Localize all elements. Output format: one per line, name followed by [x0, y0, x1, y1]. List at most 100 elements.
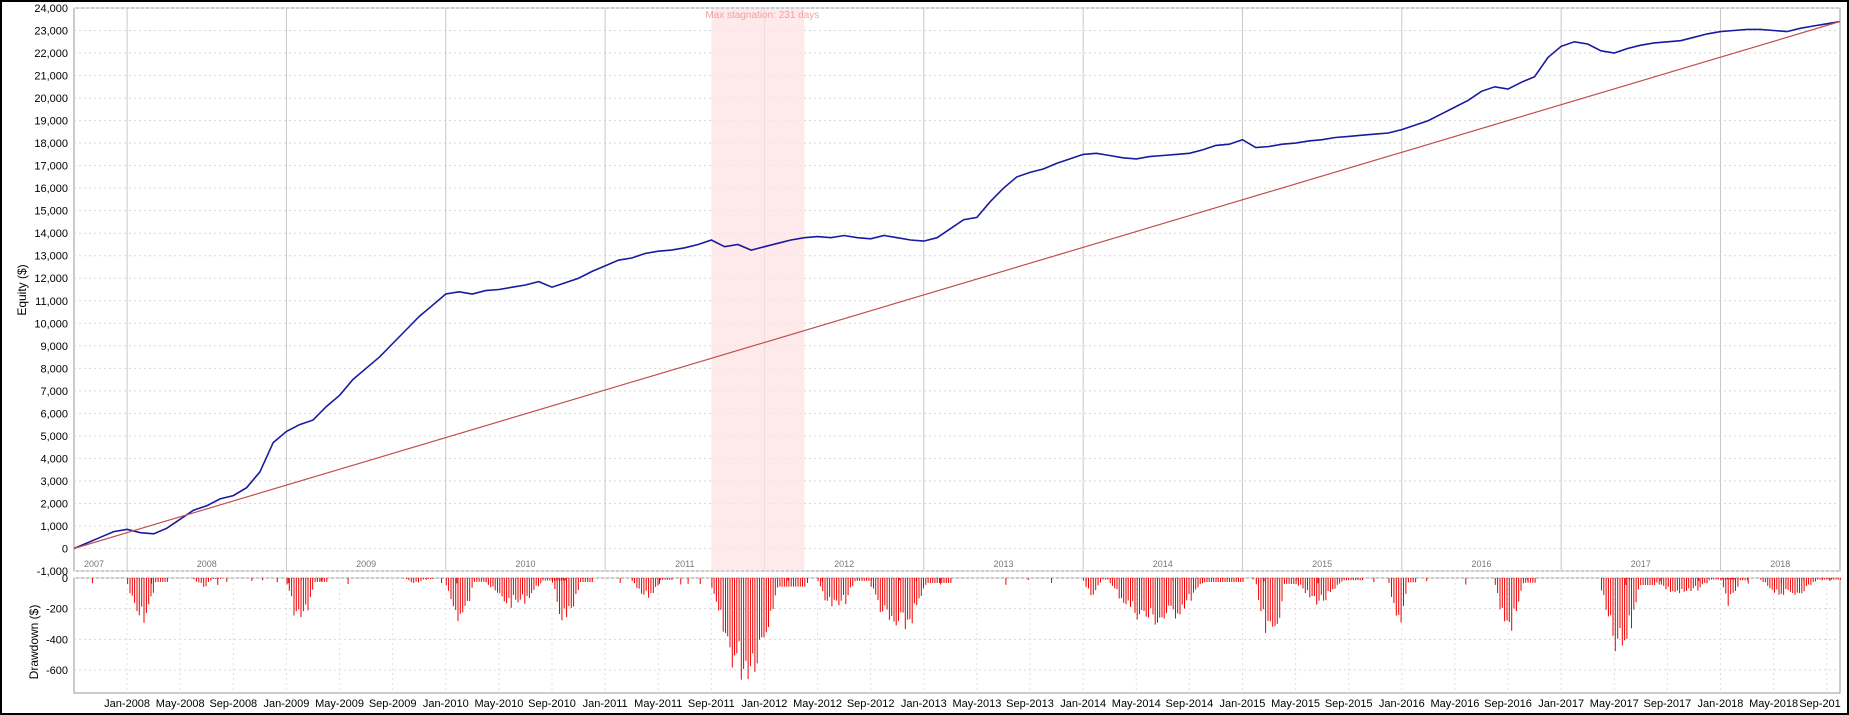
drawdown-bar [1527, 578, 1529, 581]
drawdown-bar [1300, 578, 1302, 585]
drawdown-bar [940, 578, 942, 585]
drawdown-bar [1610, 578, 1612, 616]
drawdown-bar [302, 578, 304, 612]
drawdown-bar [1649, 578, 1651, 586]
drawdown-bar [1776, 578, 1778, 590]
drawdown-bar [819, 578, 821, 587]
drawdown-bar [1297, 578, 1299, 581]
drawdown-bar [464, 578, 466, 606]
drawdown-bar [1290, 578, 1292, 584]
drawdown-bar [904, 578, 906, 630]
drawdown-bar [519, 578, 521, 600]
drawdown-bar [1415, 578, 1417, 583]
drawdown-bar [1665, 578, 1667, 590]
equity-y-tick-label: 4,000 [40, 453, 68, 465]
drawdown-bar [1311, 578, 1313, 596]
drawdown-bar [1283, 578, 1285, 584]
drawdown-bar [836, 578, 838, 601]
drawdown-y-ticks: 0 -200 -400 -600 [46, 573, 68, 677]
drawdown-bar [528, 578, 530, 599]
drawdown-bar [1683, 578, 1685, 592]
drawdown-bar [1286, 578, 1288, 584]
drawdown-bar [948, 578, 950, 583]
drawdown-bar [743, 578, 745, 669]
stagnation-band [711, 9, 805, 570]
drawdown-bar [535, 578, 537, 586]
drawdown-bar [1508, 578, 1510, 623]
drawdown-bar [888, 578, 890, 620]
equity-y-tick-label: 22,000 [34, 48, 68, 60]
drawdown-bar [1808, 578, 1810, 585]
drawdown-bar [127, 578, 129, 584]
drawdown-bar [1263, 578, 1265, 582]
drawdown-bar [415, 578, 417, 582]
drawdown-bar [164, 578, 166, 582]
drawdown-bar [1821, 578, 1823, 581]
month-label: May-2010 [474, 698, 523, 710]
drawdown-bar [522, 578, 523, 595]
drawdown-bar [1111, 578, 1113, 586]
drawdown-bar [1605, 578, 1607, 610]
drawdown-bar [1819, 578, 1821, 580]
drawdown-bar [413, 578, 415, 583]
month-label: Sep-2011 [688, 698, 735, 710]
drawdown-bar [736, 578, 738, 654]
year-label: 2008 [197, 559, 217, 569]
drawdown-bar [1733, 578, 1735, 580]
drawdown-bar [1276, 578, 1278, 624]
drawdown-bar [1783, 578, 1785, 595]
drawdown-bar [1674, 578, 1676, 592]
drawdown-bar [1699, 578, 1701, 588]
drawdown-bar [445, 578, 447, 586]
drawdown-bar [547, 578, 549, 581]
drawdown-bar [1732, 578, 1734, 593]
drawdown-bar [162, 578, 164, 582]
drawdown-bar [1525, 578, 1527, 583]
equity-y-tick-label: 0 [62, 543, 68, 555]
drawdown-bar [950, 578, 952, 583]
drawdown-bar [1318, 578, 1320, 601]
drawdown-bar [795, 578, 797, 587]
drawdown-bar [1656, 578, 1658, 583]
drawdown-bar [323, 578, 325, 582]
drawdown-bar [650, 578, 652, 594]
drawdown-bar [657, 578, 659, 586]
drawdown-bar [1281, 578, 1283, 602]
drawdown-bar [1252, 578, 1254, 580]
drawdown-bar [1534, 578, 1536, 583]
drawdown-bar [1405, 578, 1407, 594]
drawdown-bar [287, 578, 289, 584]
drawdown-bar [1130, 578, 1131, 607]
drawdown-bar [1407, 578, 1409, 583]
drawdown-bar [1725, 578, 1727, 594]
drawdown-bar [1742, 578, 1744, 581]
drawdown-bar [215, 578, 217, 579]
drawdown-bar [783, 578, 785, 587]
drawdown-bar [1398, 578, 1400, 615]
drawdown-bar [659, 578, 661, 580]
drawdown-bar [1125, 578, 1127, 605]
drawdown-bar [838, 578, 840, 606]
equity-y-tick-label: 20,000 [34, 93, 68, 105]
drawdown-bar [1132, 578, 1134, 602]
drawdown-bar [1810, 578, 1812, 585]
drawdown-bar [298, 578, 300, 610]
drawdown-bar [1688, 578, 1690, 589]
drawdown-bar [288, 578, 290, 591]
drawdown-bar [1339, 578, 1341, 584]
drawdown-bar [1348, 578, 1350, 581]
year-label: 2011 [675, 559, 694, 569]
month-label: Sep-2015 [1325, 698, 1373, 710]
drawdown-bar [1118, 578, 1120, 599]
drawdown-bar [1233, 578, 1235, 582]
drawdown-bar [316, 578, 318, 582]
drawdown-bar [1346, 578, 1347, 581]
trend-line [73, 20, 1841, 550]
drawdown-bar [1168, 578, 1170, 606]
drawdown-bar [1789, 578, 1791, 592]
month-label: Jan-2015 [1220, 698, 1266, 710]
drawdown-bar [1123, 578, 1125, 603]
drawdown-bar [1184, 578, 1185, 609]
drawdown-bars [91, 578, 1841, 680]
drawdown-bar [425, 578, 427, 580]
